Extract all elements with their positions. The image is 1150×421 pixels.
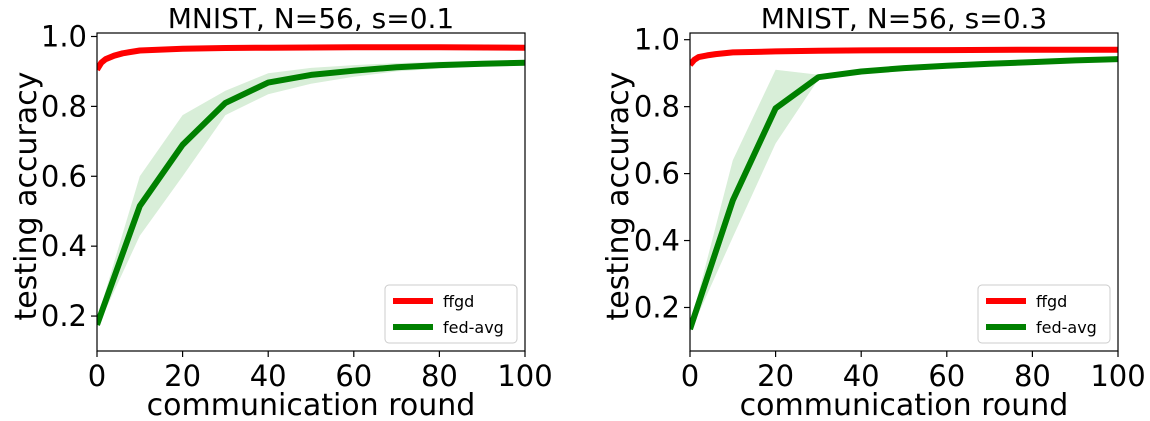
- data-layer: [690, 46, 1118, 333]
- y-tick-label: 0.2: [41, 299, 87, 333]
- chart-panel-2: MNIST, N=56, s=0.3 testing accuracy comm…: [601, 2, 1146, 421]
- y-tick-label: 0.4: [634, 224, 680, 258]
- series-line-ffgd: [690, 46, 1118, 67]
- y-tick-label: 0.8: [634, 90, 680, 124]
- series-line-ffgd: [97, 44, 525, 72]
- legend-label-ffgd: ffgd: [443, 292, 474, 311]
- y-tick-label: 1.0: [634, 23, 680, 57]
- y-tick-label: 0.6: [41, 159, 87, 193]
- y-tick-label: 0.6: [634, 157, 680, 191]
- x-tick-label: 100: [1090, 359, 1145, 393]
- legend: ffgd fed-avg: [977, 284, 1111, 344]
- chart-title: MNIST, N=56, s=0.1: [168, 2, 454, 35]
- legend-label-fed-avg: fed-avg: [443, 318, 504, 337]
- chart-title: MNIST, N=56, s=0.3: [761, 2, 1047, 35]
- x-tick-label: 20: [164, 359, 201, 393]
- x-axis-label: communication round: [740, 388, 1069, 421]
- x-axis-label: communication round: [147, 388, 476, 421]
- x-tick-label: 0: [88, 359, 106, 393]
- x-tick-label: 60: [928, 359, 965, 393]
- series-line-fed-avg: [97, 59, 525, 326]
- y-tick-label: 1.0: [41, 19, 87, 53]
- x-tick-label: 40: [843, 359, 880, 393]
- legend: ffgd fed-avg: [384, 284, 518, 344]
- x-tick-label: 40: [250, 359, 287, 393]
- legend-label-ffgd: ffgd: [1036, 292, 1067, 311]
- plot-area: 0 20 40 60 80 100 0.2 0.4 0.6 0.8 1.0 ffgd fed-avg: [634, 23, 1146, 393]
- x-tick-label: 60: [335, 359, 372, 393]
- y-tick-label: 0.2: [634, 290, 680, 324]
- x-tick-label: 100: [497, 359, 552, 393]
- y-tick-label: 0.8: [41, 89, 87, 123]
- x-tick-label: 80: [1014, 359, 1051, 393]
- x-tick-label: 0: [681, 359, 699, 393]
- x-tick-label: 80: [421, 359, 458, 393]
- axes-frame: [689, 32, 1119, 352]
- series-line-fed-avg: [690, 56, 1118, 331]
- y-tick-label: 0.4: [41, 229, 87, 263]
- data-layer: [97, 44, 525, 329]
- chart-panel-1: MNIST, N=56, s=0.1 testing accuracy comm…: [9, 2, 553, 421]
- y-axis-label: testing accuracy: [601, 72, 636, 321]
- x-tick-label: 20: [757, 359, 794, 393]
- y-axis-label: testing accuracy: [9, 72, 44, 321]
- plot-area: 0 20 40 60 80 100 0.2 0.4 0.6 0.8 1.0 ffgd fed-avg: [41, 19, 553, 393]
- legend-label-fed-avg: fed-avg: [1036, 318, 1097, 337]
- axes-frame: [96, 32, 526, 352]
